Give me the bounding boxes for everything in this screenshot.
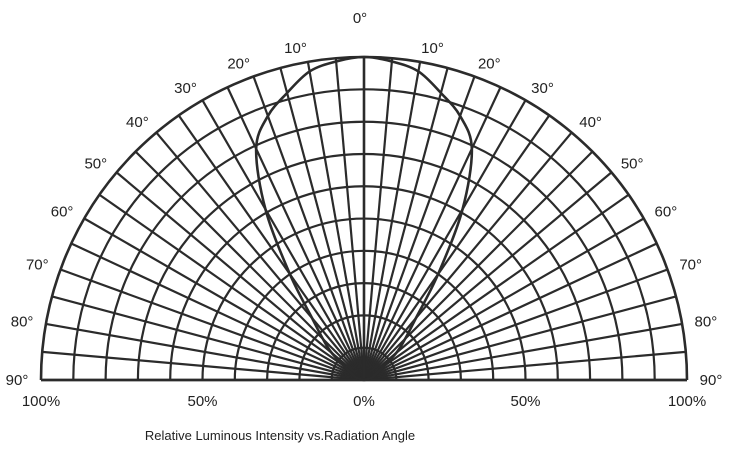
grid-spokes [42,57,686,382]
angle-label-right: 40° [579,114,602,131]
grid-spoke [60,268,365,382]
grid-spoke [363,171,613,381]
grid-spoke [45,322,365,382]
angle-label-right: 50° [621,155,644,172]
grid-spoke [115,171,365,381]
radius-label: 50% [510,393,540,410]
grid-spoke [83,217,365,381]
grid-spoke [363,114,551,381]
angle-label-left: 10° [284,40,307,57]
angle-label-right: 10° [421,40,444,57]
grid-spoke [363,295,677,382]
angle-label-left: 90° [6,372,29,389]
grid-spoke [98,193,365,381]
grid-spoke [362,76,476,381]
radius-labels: 100% 50% 0% 50% 100% [22,393,706,410]
angle-label-left: 80° [11,314,34,331]
angle-label-left: 70° [26,257,49,274]
angle-label-left: 40° [126,114,149,131]
grid-spoke [362,58,394,381]
grid-spoke [70,242,365,381]
radius-label: 50% [187,393,217,410]
intensity-curve-layer [254,55,474,382]
grid-spoke [226,86,365,381]
grid-spoke [363,268,668,382]
grid-spoke [334,58,366,381]
angle-label-right: 90° [700,372,723,389]
angle-label-left: 0° [353,10,367,27]
grid-spoke [363,86,502,381]
grid-spoke [363,217,645,381]
angle-label-left: 60° [51,204,74,221]
grid-spoke [363,99,527,381]
angle-label-right: 20° [478,55,501,72]
angle-label-left: 20° [227,55,250,72]
angle-label-right: 60° [655,204,678,221]
angle-labels: 0° 10° 10° 20° 20° 30° 30° 40° 40° 50° 50° 60° 60° 70… [6,10,723,389]
angle-label-left: 50° [84,155,107,172]
grid-spoke [177,114,365,381]
grid-spoke [279,67,366,381]
chart-title: Relative Luminous Intensity vs.Radiation… [145,428,415,443]
angle-label-right: 70° [679,257,702,274]
radius-label: 0% [353,393,375,410]
grid-spoke [51,295,365,382]
grid-spoke [363,322,683,382]
grid-spoke [155,131,365,381]
angle-label-right: 80° [695,314,718,331]
grid-spoke [306,61,366,381]
grid-spoke [201,99,365,381]
angle-label-left: 30° [174,80,197,97]
grid-spoke [252,76,366,381]
radius-label: 100% [668,393,706,410]
intensity-curve [254,55,474,382]
grid-spoke [42,350,365,382]
grid-spoke [362,61,422,381]
grid-spoke [362,67,449,381]
radius-label: 100% [22,393,60,410]
angle-label-right: 30° [531,80,554,97]
grid-spoke [363,350,686,382]
grid-spoke [363,193,630,381]
grid-spoke [363,131,573,381]
grid-spoke [363,242,658,381]
